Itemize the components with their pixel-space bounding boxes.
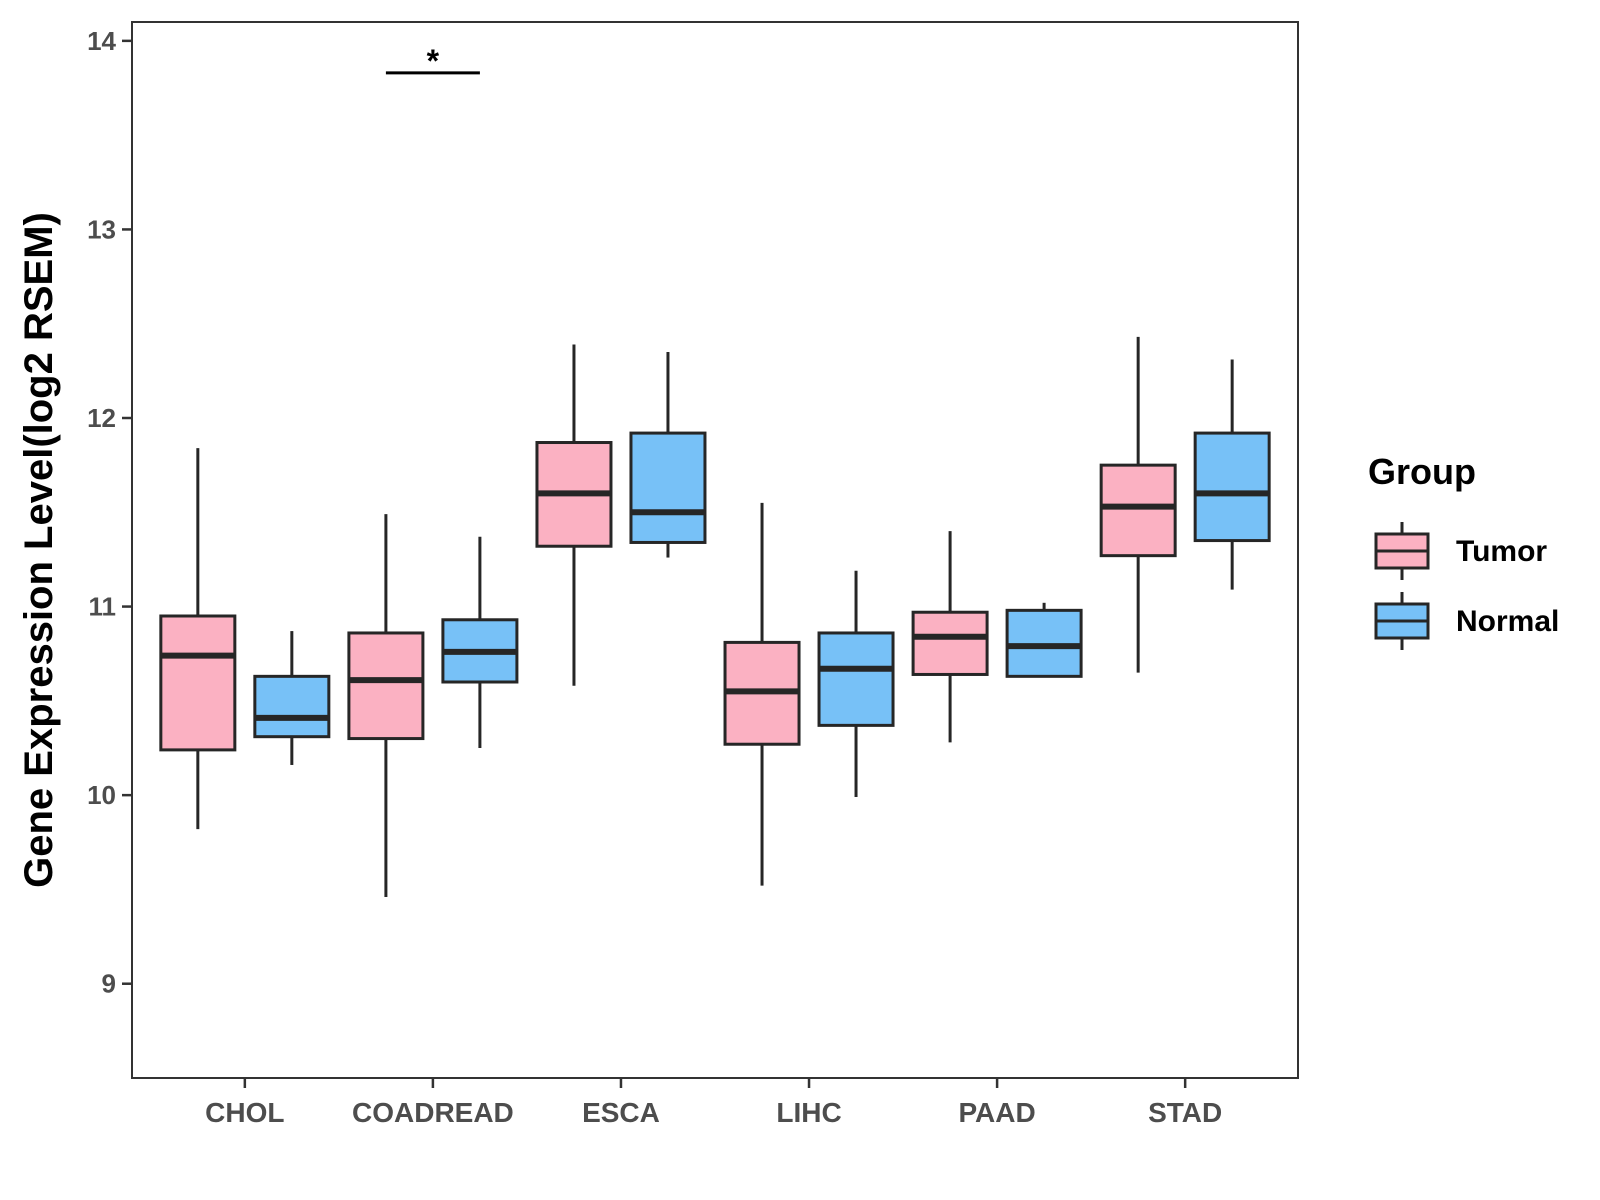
y-tick-label: 10 [87, 780, 116, 810]
y-tick-label: 14 [87, 26, 116, 56]
y-tick-label: 13 [87, 214, 116, 244]
box-normal [1193, 431, 1271, 543]
box-tumor [347, 631, 425, 741]
box-tumor [911, 610, 989, 676]
y-tick-label: 9 [102, 969, 116, 999]
y-tick-label: 11 [89, 592, 117, 622]
x-tick-label: COADREAD [352, 1097, 514, 1128]
y-tick-label: 12 [87, 403, 116, 433]
legend-title: Group [1368, 451, 1476, 492]
box-tumor [159, 614, 237, 752]
box-normal [253, 674, 331, 739]
box-normal [629, 431, 707, 544]
x-tick-label: ESCA [582, 1097, 660, 1128]
x-tick-label: LIHC [776, 1097, 841, 1128]
x-tick-label: CHOL [205, 1097, 284, 1128]
legend-label-normal: Normal [1456, 605, 1559, 638]
y-axis-title: Gene Expression Level(log2 RSEM) [17, 212, 61, 888]
legend-label-tumor: Tumor [1456, 535, 1547, 568]
box-normal [817, 631, 895, 727]
significance-label: * [427, 43, 440, 79]
x-tick-label: STAD [1148, 1097, 1222, 1128]
box-tumor [1099, 463, 1177, 558]
x-tick-label: PAAD [958, 1097, 1035, 1128]
plot-panel-border [131, 21, 1299, 1079]
